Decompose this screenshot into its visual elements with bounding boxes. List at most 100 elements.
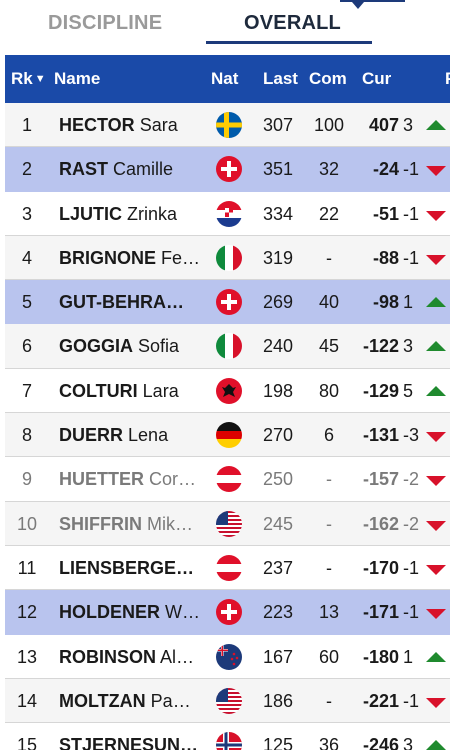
table-row[interactable]: 9 HUETTER Cor… 250 - -157 -2 (5, 457, 450, 502)
tab-bar: DISCIPLINE OVERALL (0, 0, 456, 46)
arrow-down-icon (426, 432, 446, 443)
table-row[interactable]: 8 DUERR Lena 270 6 -131 -3 (5, 413, 450, 458)
table-row[interactable]: 15 STJERNESUN… 125 36 -246 3 (5, 723, 450, 750)
com-points: 45 (318, 336, 340, 357)
rank: 11 (17, 557, 37, 578)
athlete-first-name: Lara (142, 380, 179, 401)
cur-points: -221 (362, 690, 399, 711)
athlete-last-name: LJUTIC (59, 203, 122, 224)
cur-points: -51 (372, 203, 399, 224)
com-points: - (326, 690, 332, 711)
cur-points: -98 (372, 292, 399, 313)
cur-points: -131 (362, 425, 399, 446)
com-points: - (326, 247, 332, 268)
last-points: 351 (262, 159, 294, 180)
rank: 7 (21, 380, 32, 401)
athlete-last-name: BRIGNONE (59, 247, 157, 268)
table-row[interactable]: 1 HECTOR Sara 307 100 407 3 (5, 103, 450, 148)
rank: 5 (21, 292, 32, 313)
arrow-down-icon (426, 166, 446, 177)
header-name[interactable]: Name (54, 69, 101, 88)
com-points: 60 (318, 646, 340, 667)
last-points: 240 (262, 336, 294, 357)
last-points: 245 (262, 513, 294, 534)
athlete-last-name: LIENSBERGE… (59, 557, 195, 578)
flag-aut-icon (216, 554, 242, 581)
last-points: 198 (262, 380, 294, 401)
table-row[interactable]: 3 LJUTIC Zrinka 334 22 -51 -1 (5, 191, 450, 236)
tab-overall[interactable]: OVERALL (244, 12, 341, 34)
athlete-first-name: Zrinka (127, 203, 178, 224)
com-points: - (326, 513, 332, 534)
table-row[interactable]: 10 SHIFFRIN Mik… 245 - -162 -2 (5, 501, 450, 546)
rank-change: 3 (403, 735, 414, 750)
header-p[interactable]: P (445, 69, 450, 89)
last-points: 270 (262, 425, 294, 446)
rank-change: -3 (403, 425, 420, 446)
header-rank-label: Rk (11, 69, 33, 88)
athlete-name: HUETTER Cor… (59, 469, 209, 490)
top-indicator-line (340, 0, 405, 2)
table-row[interactable]: 11 LIENSBERGE… 237 - -170 -1 (5, 545, 450, 591)
arrow-up-icon (426, 120, 446, 130)
table-row[interactable]: 2 RAST Camille 351 32 -24 -1 (5, 147, 450, 192)
arrow-down-icon (426, 697, 446, 708)
flag-usa-icon (216, 510, 242, 537)
athlete-name: DUERR Lena (59, 425, 209, 446)
athlete-name: COLTURI Lara (59, 381, 209, 402)
header-com[interactable]: Com (309, 69, 347, 88)
cur-points: -170 (362, 557, 399, 578)
table-row[interactable]: 6 GOGGIA Sofia 240 45 -122 3 (5, 324, 450, 369)
rank: 4 (21, 247, 32, 268)
com-points: 100 (313, 115, 345, 135)
athlete-first-name: Sofia (138, 336, 180, 357)
caret-down-icon (352, 2, 364, 9)
rank: 9 (21, 469, 32, 490)
table-row[interactable]: 14 MOLTZAN Pa… 186 - -221 -1 (5, 678, 450, 724)
header-last[interactable]: Last (263, 69, 298, 88)
last-points: 334 (262, 203, 294, 224)
table-row[interactable]: 7 COLTURI Lara 198 80 -129 5 (5, 368, 450, 414)
header-nat[interactable]: Nat (211, 69, 239, 88)
athlete-name: HOLDENER W… (59, 602, 209, 623)
athlete-last-name: HUETTER (59, 469, 144, 490)
athlete-name: STJERNESUN… (59, 735, 209, 750)
athlete-name: HECTOR Sara (59, 115, 209, 136)
table-row[interactable]: 12 HOLDENER W… 223 13 -171 -1 (5, 590, 450, 635)
rank-change: -2 (403, 469, 420, 490)
rank: 15 (16, 735, 38, 750)
rank-change: 5 (403, 380, 414, 401)
athlete-last-name: HECTOR (59, 115, 135, 135)
arrow-up-icon (426, 297, 446, 308)
table-row[interactable]: 5 GUT-BEHRA… 269 40 -98 1 (5, 280, 450, 325)
com-points: - (326, 557, 332, 578)
athlete-last-name: DUERR (59, 425, 124, 446)
athlete-name: BRIGNONE Fe… (59, 248, 209, 269)
cur-points: -162 (362, 513, 399, 534)
rank: 6 (21, 336, 32, 357)
athlete-first-name: Al… (160, 646, 195, 667)
athlete-first-name: Pa… (150, 690, 191, 711)
rank: 2 (21, 159, 32, 180)
athlete-name: ROBINSON Al… (59, 647, 209, 668)
arrow-up-icon (426, 341, 446, 352)
tab-discipline[interactable]: DISCIPLINE (48, 12, 163, 34)
last-points: 319 (262, 247, 294, 268)
header-rank[interactable]: Rk ▼ (11, 69, 46, 89)
flag-sui-icon (216, 599, 242, 626)
athlete-last-name: GUT-BEHRA… (59, 292, 184, 313)
com-points: 80 (318, 380, 340, 401)
rank: 3 (21, 203, 32, 224)
header-cur[interactable]: Cur (362, 69, 392, 88)
athlete-name: RAST Camille (59, 159, 209, 180)
last-points: 186 (262, 690, 294, 711)
athlete-last-name: COLTURI (59, 380, 138, 401)
last-points: 237 (262, 557, 294, 578)
table-row[interactable]: 4 BRIGNONE Fe… 319 - -88 -1 (5, 235, 450, 281)
last-points: 223 (262, 602, 294, 623)
standings-table: 1 HECTOR Sara 307 100 407 3 2 RAST Camille 351 3 2… (5, 103, 450, 750)
athlete-last-name: ROBINSON (59, 646, 157, 667)
table-row[interactable]: 13 ROBINSON Al… 167 60 -180 1 (5, 634, 450, 679)
athlete-first-name: Cor… (149, 469, 197, 490)
cur-points: -88 (372, 247, 399, 268)
